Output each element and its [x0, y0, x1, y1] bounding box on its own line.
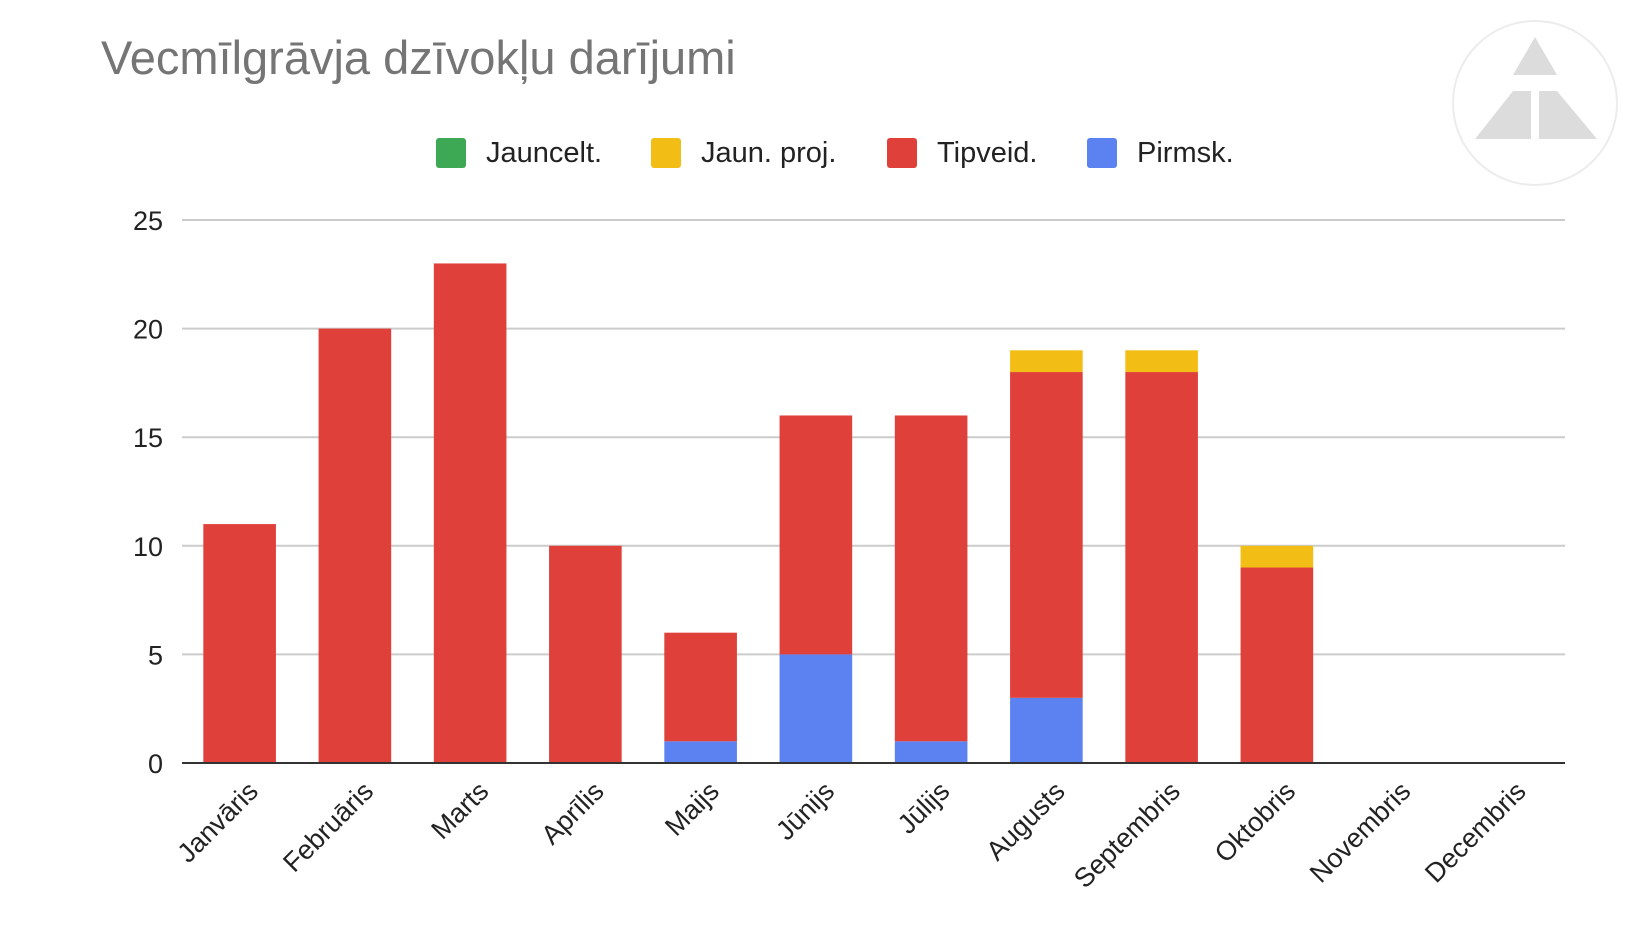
bar-segment	[664, 741, 737, 763]
x-tick-label: Oktobris	[1209, 776, 1301, 868]
x-tick-label: Marts	[425, 776, 494, 845]
legend-label: Jaun. proj.	[701, 136, 837, 169]
bar-segment	[894, 415, 968, 742]
bar-segment	[1010, 372, 1083, 698]
x-tick-label: Aprīlis	[535, 776, 609, 850]
x-tick-label: Janvāris	[172, 776, 264, 868]
bar-segment	[664, 632, 737, 742]
bar-segment	[894, 741, 968, 763]
bar-segment	[1240, 567, 1314, 763]
legend-label: Tipveid.	[937, 136, 1038, 169]
y-tick-label: 10	[133, 532, 163, 562]
legend-swatch	[887, 138, 917, 168]
legend-swatch	[436, 138, 466, 168]
chart-title: Vecmīlgrāvja dzīvokļu darījumi	[101, 31, 736, 84]
legend-item-tipveid: Tipveid.	[887, 133, 1037, 173]
bar-segment	[779, 654, 853, 763]
bar-segment	[203, 524, 276, 763]
legend-swatch	[1087, 138, 1117, 168]
legend-item-jauncelt: Jauncelt.	[436, 133, 602, 173]
x-tick-label: Jūnijs	[770, 776, 840, 846]
x-tick-label: Augusts	[980, 776, 1070, 866]
x-tick-label: Jūlijs	[892, 776, 956, 840]
x-tick-label: Maijs	[659, 776, 725, 842]
y-tick-label: 15	[133, 423, 163, 453]
bar-segment	[1125, 372, 1198, 763]
bar-segment	[549, 545, 622, 763]
bar-segment	[1010, 697, 1083, 763]
legend-label: Jauncelt.	[486, 136, 603, 169]
watermark-logo-icon	[1452, 20, 1618, 186]
chart-legend: Jauncelt. Jaun. proj. Tipveid. Pirmsk.	[0, 133, 1640, 173]
legend-label: Pirmsk.	[1137, 136, 1234, 169]
legend-item-pirmsk: Pirmsk.	[1087, 133, 1234, 173]
bar-segment	[318, 328, 392, 763]
bar-segment	[1125, 350, 1198, 373]
legend-item-jaun-proj: Jaun. proj.	[651, 133, 836, 173]
x-tick-label: Decembris	[1419, 776, 1531, 888]
x-tick-label: Septembris	[1068, 776, 1186, 894]
y-tick-label: 5	[148, 640, 163, 670]
bar-segment	[433, 263, 507, 763]
bar-segment	[779, 415, 853, 655]
x-tick-label: Februāris	[277, 776, 379, 878]
y-tick-label: 0	[148, 749, 163, 779]
y-tick-label: 25	[133, 206, 163, 236]
x-tick-label: Novembris	[1304, 776, 1416, 888]
bar-segment	[1010, 350, 1083, 373]
bar-segment	[1240, 545, 1314, 568]
y-tick-label: 20	[133, 315, 163, 345]
legend-swatch	[651, 138, 681, 168]
